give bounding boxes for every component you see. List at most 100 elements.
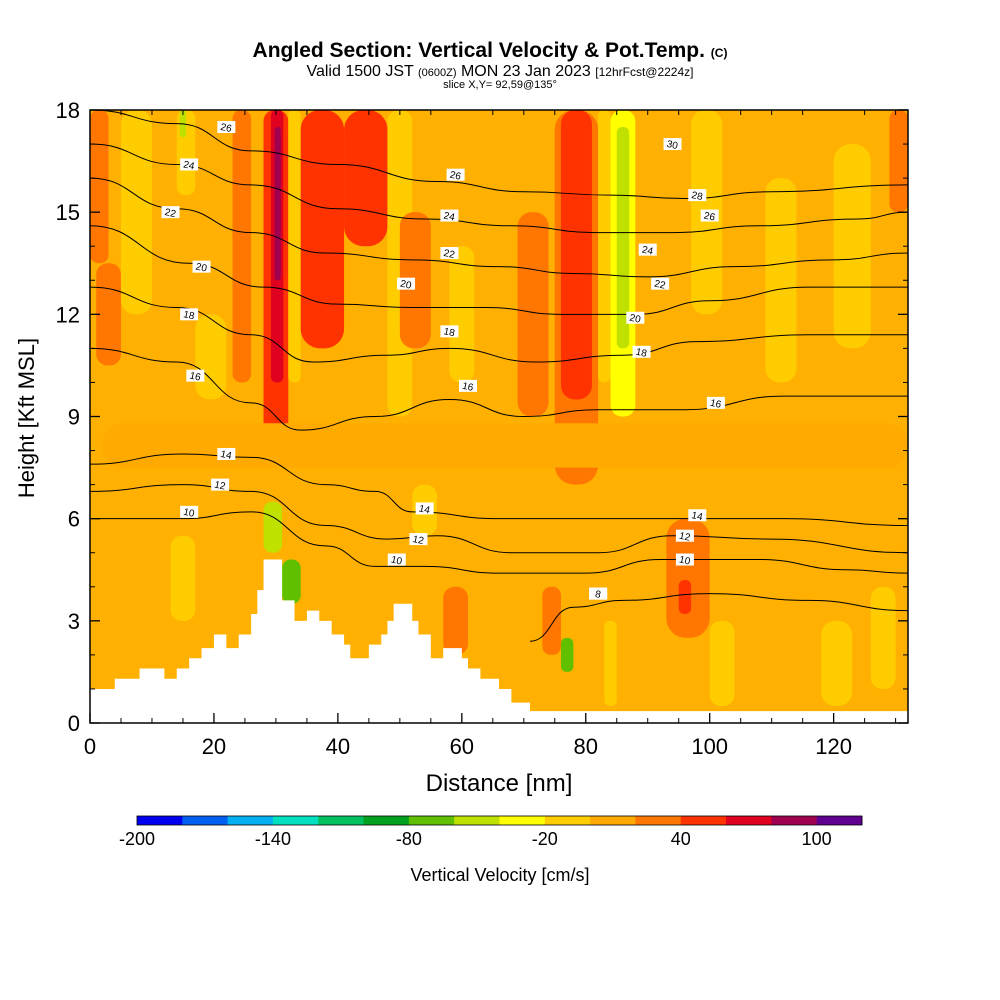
colorbar-swatch [227, 816, 274, 825]
colorbar-tick-labels: -200 -140 -80 -20 40 100 [119, 829, 832, 849]
colorbar-swatch [544, 816, 591, 825]
velocity-cell [170, 535, 196, 621]
velocity-cell [604, 620, 617, 706]
velocity-cell [821, 620, 853, 706]
colorbar-swatch [771, 816, 818, 825]
isentrope-label: 30 [663, 138, 682, 152]
isentrope-label: 20 [626, 311, 645, 326]
isentrope-label: 14 [217, 447, 236, 462]
velocity-cell [666, 518, 710, 638]
velocity-cell [300, 110, 345, 349]
isentrope-line [90, 225, 908, 315]
y-tick-label: 18 [56, 98, 80, 123]
isentrope-label-text: 14 [418, 503, 432, 516]
isentrope-label: 18 [180, 308, 199, 322]
isentrope-label-text: 16 [188, 371, 202, 384]
isentrope-contours [90, 110, 908, 642]
isentrope-label-text: 12 [412, 534, 426, 547]
y-tick-label: 3 [68, 609, 80, 634]
isentrope-label-text: 12 [213, 480, 227, 493]
velocity-cell [889, 110, 908, 213]
isentrope-label: 18 [440, 325, 459, 339]
velocity-cell [870, 586, 896, 689]
isentrope-label: 12 [211, 478, 230, 493]
x-tick-label: 120 [815, 734, 852, 759]
isentrope-label: 22 [161, 206, 180, 220]
isentrope-label-text: 24 [182, 159, 196, 172]
plot-area: 8101214161820222426101214161820222426810… [90, 110, 908, 723]
colorbar-swatch [726, 816, 772, 825]
isentrope-label: 14 [415, 502, 434, 517]
isentrope-label: 20 [397, 277, 416, 292]
isentrope-label: 10 [180, 505, 199, 520]
isentrope-label-text: 30 [666, 139, 680, 152]
colorbar-label: Vertical Velocity [cm/s] [410, 865, 589, 885]
isentrope-label-text: 8 [594, 589, 602, 601]
velocity-cell [598, 110, 611, 383]
valid-forecast: [12hrFcst@2224z] [595, 65, 693, 79]
velocity-cell [616, 127, 630, 349]
isentrope-label: 26 [700, 209, 719, 224]
colorbar-swatch [816, 816, 863, 825]
x-tick-label: 40 [326, 734, 350, 759]
isentrope-label-text: 26 [219, 122, 233, 135]
isentrope-line [90, 511, 908, 574]
isentrope-label: 12 [409, 533, 428, 547]
colorbar-swatch [590, 816, 636, 825]
isentrope-label-text: 18 [443, 326, 457, 339]
colorbar-swatch [182, 816, 229, 825]
isentrope-line [90, 143, 908, 234]
velocity-cell [263, 501, 283, 553]
isentrope-label: 10 [387, 553, 406, 568]
colorbar-swatch [454, 816, 500, 825]
colorbar-tick-label: -20 [532, 829, 558, 849]
title-tag: (C) [711, 46, 728, 60]
isentrope-label-text: 10 [182, 507, 196, 520]
isentrope-label-text: 14 [219, 449, 233, 462]
colorbar-tick-label: -140 [255, 829, 291, 849]
colorbar [136, 815, 863, 826]
isentrope-label-text: 20 [628, 313, 642, 326]
isentrope-label-text: 26 [703, 211, 717, 224]
isentrope-label-text: 26 [449, 170, 463, 183]
isentrope-label: 22 [440, 247, 459, 261]
x-tick-label: 100 [691, 734, 728, 759]
isentrope-line [90, 177, 908, 278]
velocity-cell [344, 110, 388, 247]
isentrope-label: 16 [459, 379, 478, 394]
colorbar-tick-label: -200 [119, 829, 155, 849]
colorbar-swatch [635, 816, 682, 825]
velocity-cell [678, 579, 692, 615]
velocity-cell [443, 586, 469, 655]
x-tick-label: 0 [84, 734, 96, 759]
isentrope-label-text: 20 [399, 279, 413, 292]
velocity-cell [96, 263, 121, 366]
velocity-cell [542, 586, 561, 655]
velocity-cell [765, 178, 797, 383]
isentrope-label: 12 [675, 529, 694, 544]
colorbar-swatch [318, 816, 365, 825]
velocity-cell [560, 110, 592, 400]
y-tick-label: 9 [68, 405, 80, 430]
chart-title: Angled Section: Vertical Velocity & Pot.… [253, 39, 728, 62]
colorbar-tick-label: 40 [671, 829, 691, 849]
isentrope-label-text: 10 [390, 554, 404, 567]
velocity-cell [282, 559, 301, 604]
y-tick-label: 12 [56, 302, 80, 327]
colorbar-swatch [272, 816, 319, 825]
isentrope-label: 28 [688, 189, 707, 203]
isentrope-label-text: 22 [653, 279, 667, 292]
isentrope-label-text: 14 [690, 510, 704, 523]
velocity-cell [517, 212, 549, 417]
x-tick-label: 20 [202, 734, 226, 759]
isentrope-label: 18 [632, 345, 651, 360]
colorbar-swatch [408, 816, 455, 825]
colorbar-tick-label: 100 [802, 829, 832, 849]
isentrope-label-text: 22 [443, 248, 457, 261]
isentrope-label: 22 [651, 277, 670, 292]
isentrope-label: 16 [706, 396, 725, 411]
isentrope-label-text: 28 [690, 190, 704, 203]
isentrope-label: 14 [688, 509, 707, 523]
y-tick-label: 6 [68, 507, 80, 532]
isentrope-label-text: 22 [164, 207, 178, 220]
